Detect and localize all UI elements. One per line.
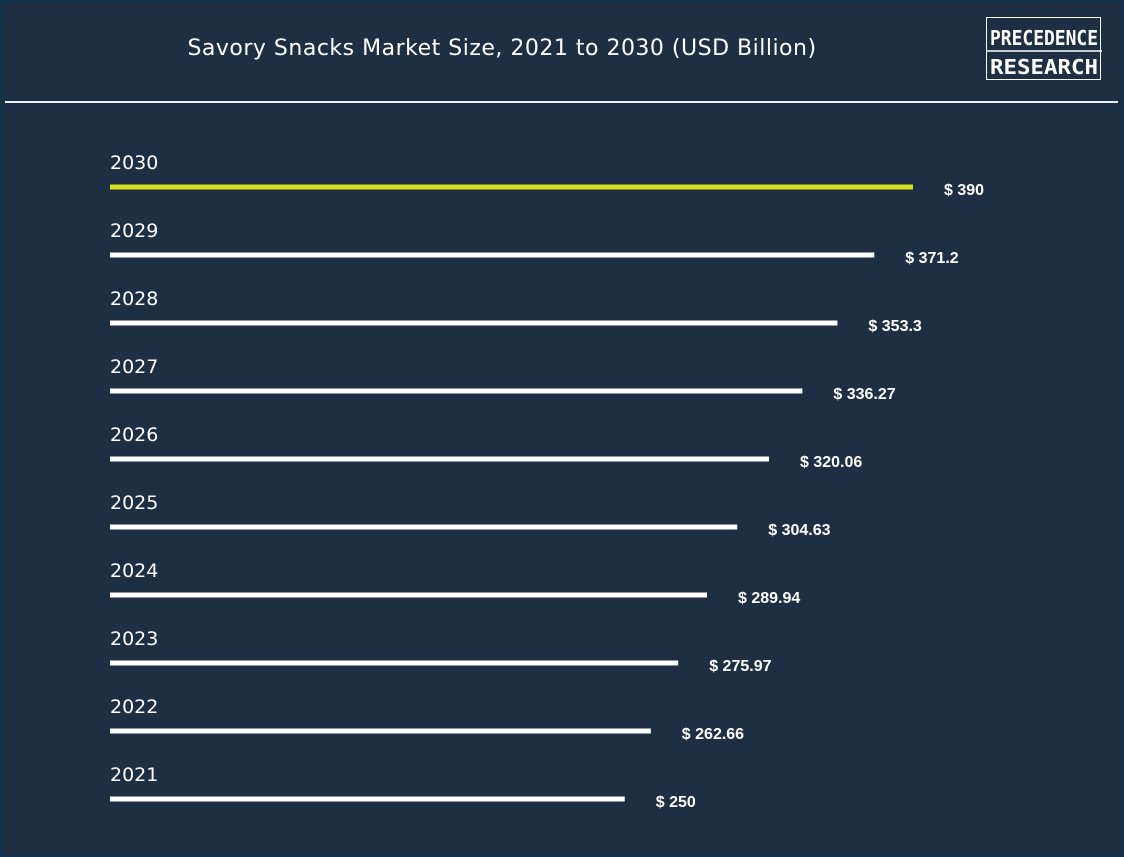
value-label-2023: $ 275.97 <box>709 658 771 675</box>
bar-2028 <box>110 320 838 326</box>
bar-2021 <box>110 796 625 802</box>
chart-title: Savory Snacks Market Size, 2021 to 2030 … <box>187 36 817 61</box>
category-label-2022: 2022 <box>110 696 158 718</box>
value-label-2027: $ 336.27 <box>833 386 895 403</box>
title-divider <box>5 101 1118 103</box>
value-label-2028: $ 353.3 <box>868 318 921 335</box>
bar-2022 <box>110 728 651 734</box>
value-label-2029: $ 371.2 <box>905 250 958 267</box>
category-label-2029: 2029 <box>110 220 158 242</box>
value-label-2025: $ 304.63 <box>768 522 830 539</box>
value-label-2021: $ 250 <box>656 794 696 811</box>
bar-2030 <box>110 184 913 190</box>
bar-2024 <box>110 592 707 598</box>
value-label-2022: $ 262.66 <box>682 726 744 743</box>
logo-line-2: RESEARCH <box>990 55 1098 79</box>
bar-2023 <box>110 660 679 666</box>
category-label-2024: 2024 <box>110 560 158 582</box>
value-label-2024: $ 289.94 <box>738 590 800 607</box>
category-label-2025: 2025 <box>110 492 158 514</box>
category-label-2026: 2026 <box>110 424 158 446</box>
logo-line-1: PRECEDENCE <box>990 26 1098 50</box>
bar-2027 <box>110 388 803 394</box>
category-label-2027: 2027 <box>110 356 158 378</box>
category-label-2023: 2023 <box>110 628 158 650</box>
value-label-2030: $ 390 <box>944 182 984 199</box>
category-label-2028: 2028 <box>110 288 158 310</box>
bar-2025 <box>110 524 738 530</box>
bar-2026 <box>110 456 769 462</box>
category-label-2030: 2030 <box>110 152 158 174</box>
value-label-2026: $ 320.06 <box>800 454 862 471</box>
precedence-research-logo: PRECEDENCE RESEARCH <box>986 17 1102 80</box>
category-label-2021: 2021 <box>110 764 158 786</box>
bar-2029 <box>110 252 875 258</box>
